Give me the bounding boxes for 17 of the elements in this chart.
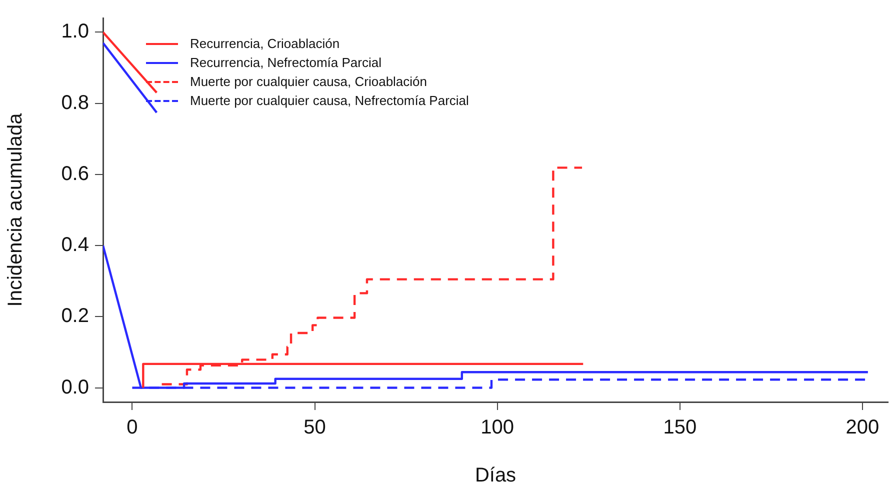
y-tick-label: 0.6: [61, 162, 89, 185]
y-tick-label: 0.8: [61, 92, 89, 114]
legend-label: Muerte por cualquier causa, Nefrectomía Parcial: [190, 93, 469, 108]
x-tick-label: 0: [126, 416, 138, 439]
y-tick-label: 0.4: [61, 234, 89, 256]
y-axis-title: Incidencia acumulada: [4, 112, 27, 307]
y-tick-label: 0.0: [61, 376, 89, 398]
x-tick-label: 100: [480, 416, 514, 439]
x-axis-title: Días: [474, 464, 516, 487]
legend-label: Recurrencia, Crioablación: [190, 36, 340, 51]
x-tick-label: 200: [846, 416, 880, 439]
y-tick-label: 1.0: [61, 20, 89, 43]
x-tick-label: 150: [663, 416, 697, 439]
y-tick-label: 0.2: [61, 305, 89, 328]
legend-label: Muerte por cualquier causa, Crioablación: [190, 74, 428, 89]
x-tick-label: 50: [304, 416, 326, 439]
legend-label: Recurrencia, Nefrectomía Parcial: [190, 55, 382, 70]
